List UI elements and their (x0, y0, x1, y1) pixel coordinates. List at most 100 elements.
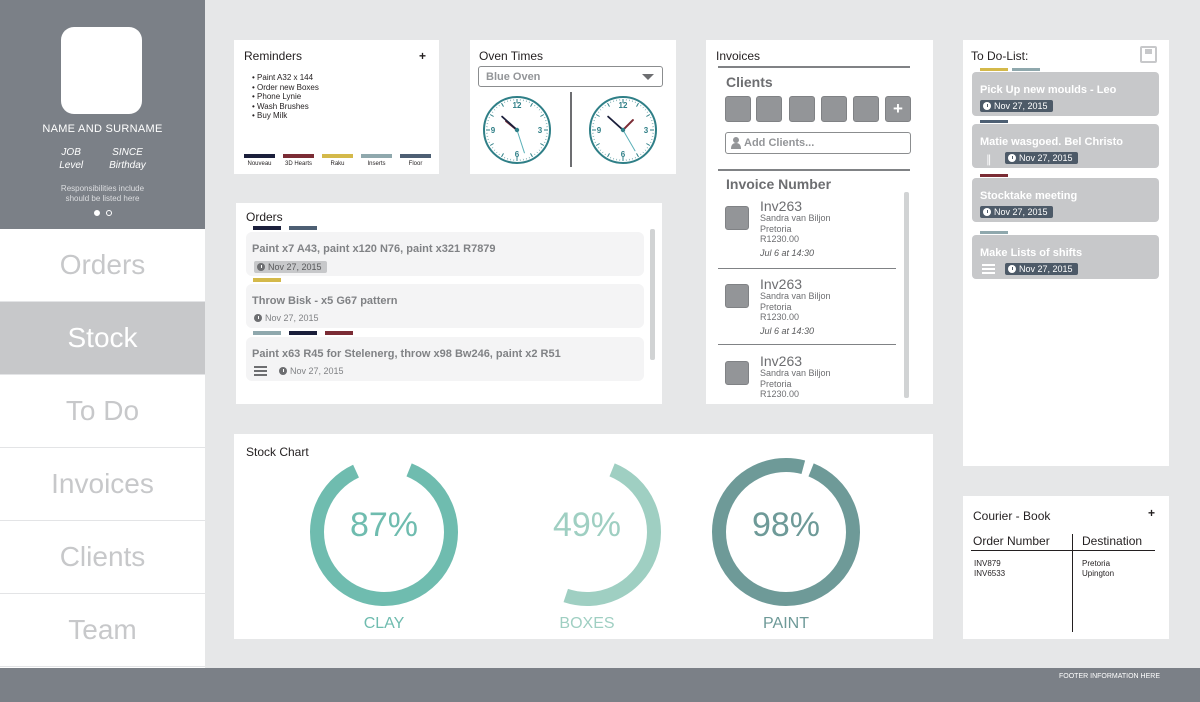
add-client-button[interactable]: + (885, 96, 911, 122)
profile-job: JOB Level (59, 146, 83, 172)
legend-item: Raku (322, 154, 353, 167)
profile-since-value: Birthday (109, 160, 146, 171)
clock-tick (649, 141, 652, 143)
client-avatar[interactable] (821, 96, 847, 122)
invoice-city: Pretoria (760, 223, 792, 234)
nav-item-clients[interactable]: Clients (0, 521, 205, 594)
clock-icon (1008, 154, 1016, 162)
add-reminder-button[interactable]: + (418, 49, 426, 63)
invoices-scrollbar[interactable] (904, 192, 909, 398)
clock-tick (644, 149, 647, 151)
profile-since-label: SINCE (112, 147, 143, 158)
list-item[interactable]: Wash Brushes (252, 102, 319, 112)
clock-tick (594, 117, 597, 119)
clock-tick (493, 149, 496, 151)
date-text: Nov 27, 2015 (265, 313, 319, 323)
pager-dot[interactable] (105, 210, 112, 216)
color-tag (289, 331, 317, 335)
nav-item-stock[interactable]: Stock (0, 302, 205, 375)
clock-tick (640, 153, 642, 156)
todo-item[interactable]: Make Lists of shifts Nov 27, 2015 (972, 231, 1159, 279)
invoice-time: Jul 6 at 14:30 (760, 326, 815, 336)
clock-tick (594, 141, 597, 143)
oven-times-panel: Oven Times Blue Oven 12 3 6 9 12 3 6 9 (470, 40, 676, 174)
clock-tick (642, 106, 644, 109)
nav-item-todo[interactable]: To Do (0, 375, 205, 448)
client-avatar[interactable] (725, 96, 751, 122)
invoice-number-heading: Invoice Number (726, 176, 832, 192)
orders-scrollbar[interactable] (650, 229, 655, 360)
add-client-input[interactable]: Add Clients... (725, 132, 911, 154)
table-cell[interactable]: INV879 (974, 559, 1001, 568)
divider (718, 169, 910, 171)
clock-tick (646, 143, 651, 146)
profile-since: SINCE Birthday (109, 146, 146, 172)
client-avatar[interactable] (789, 96, 815, 122)
todo-text: Matie wasgoed. Bel Christo (980, 136, 1124, 148)
order-item[interactable]: Paint x7 A43, paint x120 N76, paint x321… (246, 226, 644, 276)
table-cell[interactable]: INV6533 (974, 569, 1006, 578)
clock-tick (489, 143, 494, 146)
order-date: Nov 27, 2015 (279, 366, 344, 376)
invoice-item[interactable]: Inv263 Sandra van Biljon Pretoria R1230.00 (723, 353, 903, 415)
todo-title: To Do-List: (971, 49, 1029, 63)
donut-chart-paint: 98% PAINT (706, 452, 866, 642)
reminders-title: Reminders (244, 49, 303, 63)
order-tags (253, 226, 317, 230)
divider (971, 550, 1155, 551)
list-item[interactable]: Phone Lynie (252, 92, 319, 102)
list-item[interactable]: Paint A32 x 144 (252, 73, 319, 83)
user-icon (731, 137, 741, 149)
order-date: Nov 27, 2015 (254, 313, 319, 323)
destination-cells: Pretoria Upington (1082, 559, 1114, 579)
nav-item-orders[interactable]: Orders (0, 229, 205, 302)
clock-tick (646, 114, 651, 117)
save-icon[interactable] (1140, 46, 1157, 63)
orders-title: Orders (246, 210, 283, 224)
avatar[interactable] (61, 27, 142, 114)
todo-text: Stocktake meeting (980, 190, 1078, 202)
clock-tick (607, 102, 610, 107)
client-avatar[interactable] (853, 96, 879, 122)
todo-date: Nov 27, 2015 (980, 100, 1053, 112)
main-nav: Orders Stock To Do Invoices Clients Team (0, 229, 205, 667)
add-client-placeholder: Add Clients... (744, 137, 815, 149)
clock-tick (540, 111, 543, 113)
clock-tick (595, 114, 600, 117)
clock-tick (636, 153, 639, 158)
clock-tick (498, 153, 500, 156)
nav-item-invoices[interactable]: Invoices (0, 448, 205, 521)
list-item[interactable]: Order new Boxes (252, 83, 319, 93)
oven-select-value: Blue Oven (486, 71, 541, 83)
invoice-name: Sandra van Biljon (760, 368, 831, 378)
invoice-name: Sandra van Biljon (760, 291, 831, 301)
add-courier-button[interactable]: + (1147, 506, 1155, 520)
color-tag (980, 174, 1008, 177)
client-avatar[interactable] (756, 96, 782, 122)
list-icon (254, 366, 267, 377)
clock-tick (543, 117, 546, 119)
oven-select[interactable]: Blue Oven (478, 66, 663, 87)
clock-tick (528, 156, 530, 159)
legend-label: Raku (330, 161, 345, 167)
order-item[interactable]: Throw Bisk - x5 G67 pattern Nov 27, 2015 (246, 278, 644, 328)
clock-number: 12 (513, 101, 522, 110)
divider (718, 268, 896, 269)
invoice-item[interactable]: Inv263 Sandra van Biljon Pretoria R1230.00 J… (723, 198, 903, 260)
todo-item[interactable]: Stocktake meeting Nov 27, 2015 (972, 174, 1159, 222)
invoice-city: Pretoria (760, 378, 792, 389)
color-tag (980, 120, 1008, 123)
list-item[interactable]: Buy Milk (252, 111, 319, 121)
clock-tick (640, 104, 642, 107)
clock-tick (610, 101, 612, 104)
clock-icon (279, 367, 287, 375)
todo-item[interactable]: Pick Up new moulds - Leo Nov 27, 2015 (972, 68, 1159, 116)
order-item[interactable]: Paint x63 R45 for Stelenerg, throw x98 B… (246, 331, 644, 381)
pager-dot[interactable] (93, 210, 100, 216)
nav-item-team[interactable]: Team (0, 594, 205, 667)
clock-tick (599, 149, 602, 151)
todo-item[interactable]: Matie wasgoed. Bel Christo ∥ Nov 27, 2015 (972, 120, 1159, 168)
clock-tick (634, 156, 636, 159)
invoice-item[interactable]: Inv263 Sandra van Biljon Pretoria R1230.00 J… (723, 276, 903, 338)
date-text: Nov 27, 2015 (994, 207, 1048, 217)
